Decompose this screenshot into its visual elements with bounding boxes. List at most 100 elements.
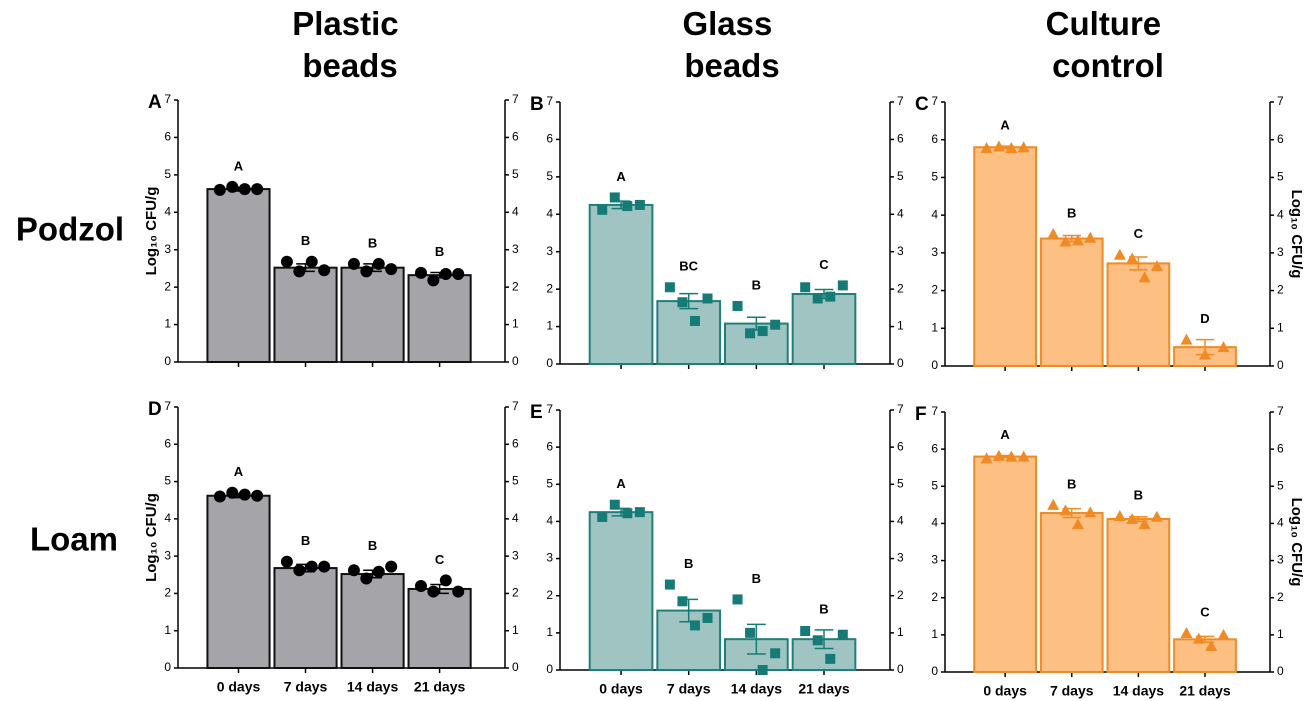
y2-tick-label: 3 — [897, 244, 904, 258]
y-tick-label: 0 — [164, 660, 171, 674]
data-point — [1113, 248, 1126, 260]
data-point — [1059, 235, 1072, 247]
data-point — [677, 297, 688, 308]
y-tick-label: 4 — [931, 516, 938, 530]
panel-label: F — [915, 404, 927, 425]
data-point — [305, 560, 318, 573]
bar — [340, 573, 405, 669]
data-point — [1005, 142, 1018, 154]
y2-tick-label: 4 — [512, 204, 519, 218]
x-tick-label: 21 days — [1179, 683, 1231, 699]
y-tick-label: 5 — [164, 167, 171, 181]
data-point — [1150, 510, 1163, 522]
data-point — [238, 488, 251, 501]
data-point — [702, 293, 713, 304]
y-tick-label: 1 — [931, 320, 938, 334]
data-point — [1084, 506, 1097, 518]
data-point — [347, 257, 360, 270]
y-axis-label: Log₁₀ CFU/g — [143, 493, 160, 582]
data-point — [770, 648, 781, 659]
y2-tick-label: 6 — [512, 130, 519, 144]
data-point — [293, 265, 306, 278]
column-header: Plastic beads — [292, 5, 408, 84]
significance-letter: A — [234, 464, 244, 479]
y-tick-label: 3 — [546, 551, 553, 565]
y2-tick-label: 7 — [897, 402, 904, 416]
bar — [1039, 237, 1104, 367]
data-point — [634, 199, 645, 210]
y2-tick-label: 0 — [512, 354, 519, 368]
y-tick-label: 1 — [164, 317, 171, 331]
y2-tick-label: 0 — [1277, 358, 1284, 372]
data-point — [318, 264, 331, 277]
data-point — [280, 555, 293, 568]
y2-tick-label: 2 — [1277, 283, 1284, 297]
data-point — [1138, 271, 1151, 283]
y-tick-label: 7 — [931, 94, 938, 108]
bar — [1106, 262, 1171, 367]
data-point — [800, 282, 811, 293]
y-tick-label: 6 — [546, 439, 553, 453]
data-point — [1017, 141, 1030, 153]
y2-tick-label: 3 — [512, 548, 519, 562]
y2-tick-label: 5 — [512, 167, 519, 181]
y2-tick-label: 6 — [897, 132, 904, 146]
data-point — [318, 560, 331, 573]
data-point — [825, 653, 836, 664]
data-point — [1150, 260, 1163, 272]
y-tick-label: 0 — [546, 356, 553, 370]
significance-letter: C — [1134, 226, 1144, 241]
x-tick-label: 7 days — [1050, 683, 1094, 699]
data-point — [347, 564, 360, 577]
data-point — [1017, 450, 1030, 462]
data-point — [360, 572, 373, 585]
y2-tick-label: 7 — [1277, 404, 1284, 418]
data-point — [980, 142, 993, 154]
bar — [973, 455, 1037, 674]
y-tick-label: 7 — [931, 404, 938, 418]
y2-tick-label: 2 — [897, 281, 904, 295]
y2-tick-label: 3 — [897, 551, 904, 565]
data-point — [689, 315, 700, 326]
y2-tick-label: 2 — [512, 586, 519, 600]
y2-tick-label: 6 — [897, 439, 904, 453]
y2-tick-label: 6 — [512, 436, 519, 450]
y-axis-label: Log₁₀ CFU/g — [143, 187, 160, 276]
data-point — [609, 499, 620, 510]
panel-label: C — [915, 94, 929, 115]
x-tick-label: 14 days — [347, 679, 399, 695]
y-tick-label: 3 — [931, 553, 938, 567]
y-tick-label: 2 — [546, 588, 553, 602]
y-axis-label: Log₁₀ CFU/g — [1288, 190, 1305, 279]
data-point — [597, 511, 608, 522]
bar — [206, 494, 271, 669]
data-point — [360, 265, 373, 278]
significance-letter: B — [1134, 487, 1143, 502]
y2-tick-label: 6 — [1277, 132, 1284, 146]
y-tick-label: 3 — [164, 242, 171, 256]
row-label: Podzol — [16, 211, 124, 248]
x-tick-label: 14 days — [1113, 683, 1165, 699]
y2-tick-label: 4 — [897, 206, 904, 220]
bar — [206, 188, 271, 363]
x-tick-label: 0 days — [599, 681, 643, 697]
data-point — [385, 263, 398, 276]
y-tick-label: 7 — [546, 94, 553, 108]
y-tick-label: 6 — [931, 441, 938, 455]
y-tick-label: 0 — [931, 664, 938, 678]
y2-tick-label: 5 — [897, 169, 904, 183]
data-point — [213, 490, 226, 503]
data-point — [251, 489, 264, 502]
panel-label: A — [148, 92, 162, 113]
data-point — [226, 486, 239, 499]
panel-label: E — [530, 402, 543, 423]
x-tick-label: 0 days — [983, 683, 1027, 699]
data-point — [634, 507, 645, 518]
significance-letter: C — [819, 257, 829, 272]
x-tick-label: 7 days — [284, 679, 328, 695]
bar — [588, 203, 654, 365]
data-point — [414, 266, 427, 279]
data-point — [745, 627, 756, 638]
data-point — [1113, 510, 1126, 521]
